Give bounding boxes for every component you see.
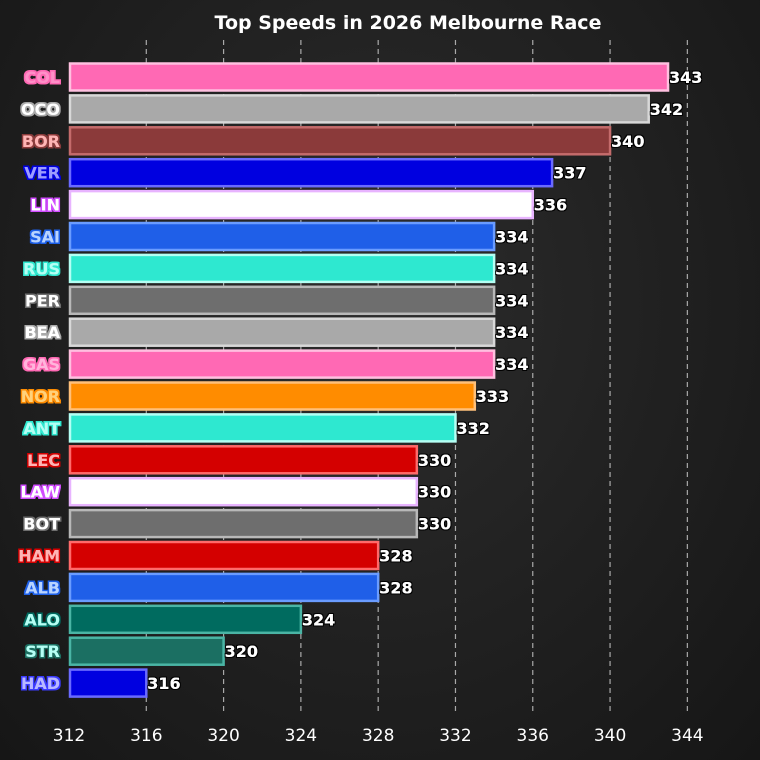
driver-label: LEC	[27, 451, 60, 470]
driver-label: ALB	[25, 578, 60, 597]
driver-label: BOR	[22, 132, 60, 151]
bar-ver	[68, 157, 554, 188]
value-label: 340	[611, 132, 644, 151]
bar-law	[68, 476, 419, 507]
driver-label: LIN	[30, 196, 60, 215]
driver-label: PER	[25, 291, 60, 310]
value-label: 330	[418, 515, 451, 534]
bar-had	[68, 668, 148, 698]
value-label: 334	[495, 323, 528, 342]
chart-title: Top Speeds in 2026 Melbourne Race	[215, 12, 602, 34]
bar-ant	[68, 413, 457, 443]
x-tick-label: 320	[207, 726, 239, 746]
value-label: 320	[225, 642, 258, 661]
value-label: 328	[379, 547, 412, 566]
bar-bor	[68, 126, 612, 156]
value-label: 316	[147, 674, 180, 693]
driver-label: HAD	[21, 674, 60, 693]
value-label: 324	[302, 610, 335, 629]
value-label: 334	[495, 228, 528, 247]
value-label: 334	[495, 291, 528, 310]
value-label: 342	[650, 100, 683, 119]
value-label: 343	[669, 68, 702, 87]
bar-gas	[68, 349, 496, 379]
bar-col	[68, 62, 670, 92]
value-label: 337	[553, 164, 586, 183]
bar-alo	[68, 604, 303, 635]
driver-label: BEA	[24, 323, 60, 342]
driver-label: COL	[24, 68, 60, 87]
bar-alb	[68, 572, 380, 603]
bar-ham	[68, 540, 380, 571]
driver-label: NOR	[21, 387, 60, 406]
value-label: 330	[418, 483, 451, 502]
value-label: 334	[495, 355, 528, 374]
driver-label: HAM	[18, 547, 60, 566]
driver-label: VER	[24, 164, 60, 183]
driver-label: RUS	[23, 259, 60, 278]
value-label: 336	[534, 196, 567, 215]
x-tick-label: 328	[362, 726, 394, 746]
x-tick-label: 316	[130, 726, 162, 746]
bar-lin	[68, 189, 535, 220]
bar-oco	[68, 94, 650, 124]
value-labels: 343 342 340 337 336 334 334 334 334 334 333 332 330 3…	[147, 68, 702, 693]
bar-str	[68, 636, 225, 666]
x-tick-label: 332	[439, 726, 471, 746]
x-tick-label: 344	[671, 726, 703, 746]
bar-nor	[68, 381, 477, 411]
driver-label: LAW	[20, 483, 60, 502]
bars	[68, 62, 670, 698]
x-tick-label: 336	[517, 726, 549, 746]
driver-label: BOT	[23, 515, 60, 534]
driver-label: ANT	[23, 419, 60, 438]
value-label: 332	[456, 419, 489, 438]
x-axis-ticks: 312 316 320 324 328 332 336 340 344	[53, 726, 704, 746]
x-tick-label: 340	[594, 726, 626, 746]
value-label: 333	[476, 387, 509, 406]
value-label: 330	[418, 451, 451, 470]
bar-bea	[68, 317, 496, 347]
value-label: 334	[495, 259, 528, 278]
value-label: 328	[379, 578, 412, 597]
bar-bot	[68, 508, 419, 539]
x-tick-label: 324	[285, 726, 317, 746]
bar-per	[68, 285, 496, 316]
driver-label: SAI	[30, 228, 60, 247]
bar-sai	[68, 221, 496, 252]
x-tick-label: 312	[53, 726, 85, 746]
bar-lec	[68, 445, 419, 475]
driver-label: OCO	[21, 100, 60, 119]
bar-rus	[68, 253, 496, 284]
driver-label: ALO	[24, 610, 60, 629]
driver-label: GAS	[23, 355, 60, 374]
driver-label: STR	[25, 642, 60, 661]
driver-labels: COL OCO BOR VER LIN SAI RUS PER BEA GAS NOR ANT LEC L…	[18, 68, 60, 693]
